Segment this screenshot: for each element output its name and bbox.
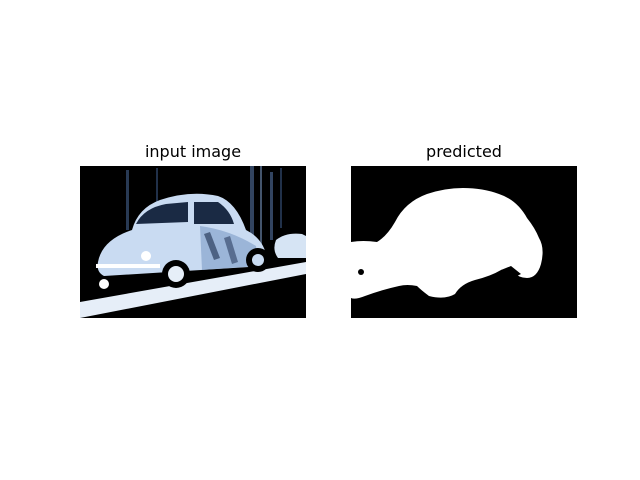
predicted-mask-graphic [351,166,577,318]
main-car [96,193,270,289]
background-car [274,233,306,258]
panel-title-predicted: predicted [426,142,502,161]
background-trees [126,166,282,246]
panel-title-input: input image [144,142,242,161]
input-image-graphic [80,166,306,318]
mask-foreground [351,188,543,299]
predicted-mask-panel [351,166,577,318]
input-image-panel [80,166,306,318]
mask-hole [358,269,364,275]
road-surface [80,262,306,318]
